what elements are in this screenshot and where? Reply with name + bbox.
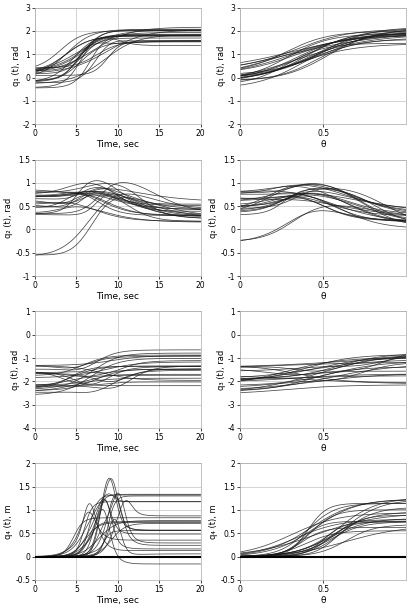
Y-axis label: q₂ (t), rad: q₂ (t), rad: [4, 198, 13, 238]
X-axis label: Time, sec: Time, sec: [96, 140, 139, 149]
Y-axis label: q₄ (t), m: q₄ (t), m: [4, 504, 13, 539]
Y-axis label: q₄ (t), m: q₄ (t), m: [209, 504, 218, 539]
X-axis label: θ: θ: [319, 292, 325, 301]
Y-axis label: q₁ (t), rad: q₁ (t), rad: [11, 46, 20, 86]
X-axis label: Time, sec: Time, sec: [96, 444, 139, 453]
X-axis label: Time, sec: Time, sec: [96, 292, 139, 301]
X-axis label: Time, sec: Time, sec: [96, 596, 139, 605]
X-axis label: θ: θ: [319, 444, 325, 453]
Y-axis label: q₃ (t), rad: q₃ (t), rad: [216, 350, 225, 390]
X-axis label: θ: θ: [319, 596, 325, 605]
Y-axis label: q₁ (t), rad: q₁ (t), rad: [216, 46, 225, 86]
Y-axis label: q₃ (t), rad: q₃ (t), rad: [11, 350, 20, 390]
X-axis label: θ: θ: [319, 140, 325, 149]
Y-axis label: q₂ (t), rad: q₂ (t), rad: [209, 198, 218, 238]
